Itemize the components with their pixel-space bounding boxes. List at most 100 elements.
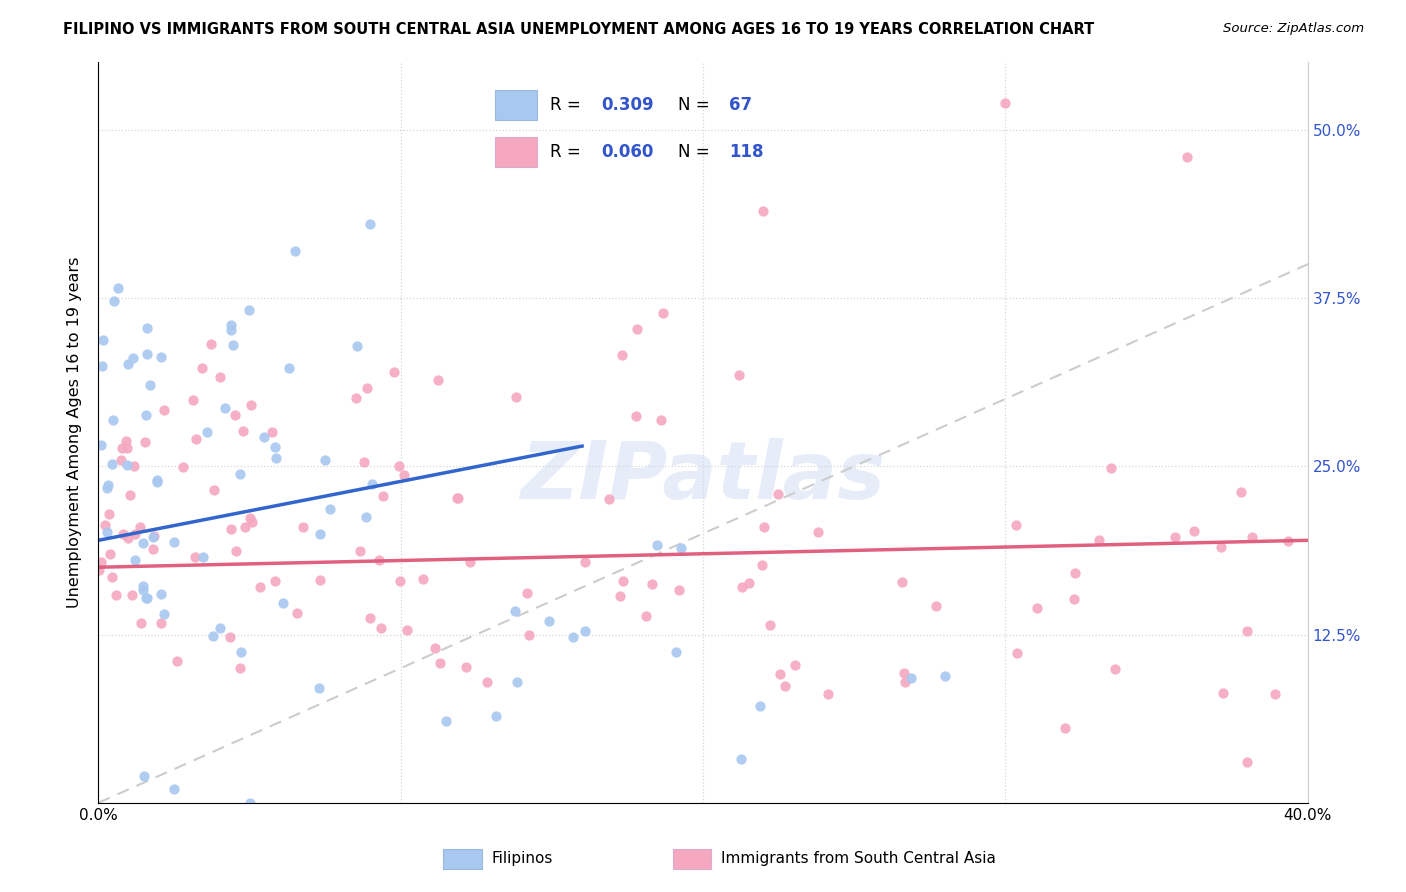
Point: [90, 555, 112, 569]
Point: [181, 392, 204, 407]
Point: [1182, 524, 1205, 538]
Text: Source: ZipAtlas.com: Source: ZipAtlas.com: [1223, 22, 1364, 36]
Point: [359, 611, 381, 625]
Point: [149, 615, 172, 630]
Point: [90, 438, 112, 452]
Point: [225, 544, 247, 558]
Point: [994, 95, 1017, 110]
Point: [1053, 721, 1076, 735]
Point: [893, 666, 915, 681]
Point: [239, 511, 262, 525]
Point: [115, 441, 138, 455]
Point: [346, 339, 368, 353]
Point: [309, 573, 332, 587]
Point: [1004, 517, 1026, 532]
Point: [1064, 566, 1087, 580]
Point: [87, 563, 110, 577]
Point: [115, 458, 138, 473]
Point: [142, 530, 165, 544]
Point: [136, 591, 159, 605]
Point: [349, 543, 371, 558]
Point: [292, 520, 315, 534]
FancyBboxPatch shape: [672, 848, 711, 870]
Point: [412, 572, 434, 586]
Point: [139, 377, 162, 392]
Point: [97, 478, 120, 492]
Point: [610, 348, 633, 362]
Point: [925, 599, 948, 613]
Point: [485, 708, 508, 723]
Point: [136, 346, 159, 360]
Point: [429, 656, 451, 670]
Point: [353, 455, 375, 469]
FancyBboxPatch shape: [443, 848, 482, 870]
Point: [101, 413, 124, 427]
Point: [934, 668, 956, 682]
Point: [1230, 484, 1253, 499]
Point: [624, 409, 647, 423]
Point: [120, 488, 142, 502]
Point: [221, 323, 243, 337]
Point: [186, 432, 208, 446]
Point: [371, 489, 394, 503]
Point: [1088, 533, 1111, 547]
Point: [110, 453, 132, 467]
Point: [1236, 624, 1258, 639]
Point: [240, 398, 263, 412]
Point: [253, 430, 276, 444]
Point: [1005, 646, 1028, 660]
Point: [427, 373, 450, 387]
Point: [1212, 686, 1234, 700]
Point: [172, 460, 194, 475]
Point: [561, 631, 583, 645]
Point: [232, 425, 254, 439]
Point: [146, 475, 169, 489]
Point: [894, 674, 917, 689]
Point: [367, 552, 389, 566]
Point: [752, 203, 775, 218]
Point: [240, 515, 263, 529]
Point: [122, 351, 145, 366]
Point: [98, 547, 121, 561]
Y-axis label: Unemployment Among Ages 16 to 19 years: Unemployment Among Ages 16 to 19 years: [67, 257, 83, 608]
Point: [505, 391, 527, 405]
Point: [91, 333, 114, 347]
Point: [309, 527, 332, 541]
Point: [132, 582, 155, 597]
Point: [229, 645, 252, 659]
Point: [117, 357, 139, 371]
Point: [191, 360, 214, 375]
Point: [166, 655, 188, 669]
Point: [150, 350, 173, 364]
Point: [665, 645, 688, 659]
Point: [90, 359, 112, 374]
Point: [785, 658, 807, 673]
Point: [1175, 150, 1198, 164]
Point: [122, 459, 145, 474]
Point: [817, 687, 839, 701]
Point: [447, 491, 470, 506]
Point: [503, 604, 526, 618]
Point: [229, 467, 252, 481]
Point: [671, 541, 693, 556]
Point: [1241, 530, 1264, 544]
Point: [101, 457, 124, 471]
Point: [516, 586, 538, 600]
Point: [105, 588, 128, 602]
Point: [142, 529, 165, 543]
Point: [277, 360, 299, 375]
Point: [1209, 540, 1232, 554]
Point: [423, 641, 446, 656]
Point: [266, 451, 288, 466]
Point: [1164, 530, 1187, 544]
Point: [769, 667, 792, 681]
Point: [517, 628, 540, 642]
Point: [1104, 662, 1126, 676]
Point: [111, 526, 134, 541]
Point: [574, 624, 596, 639]
Point: [574, 555, 596, 569]
Point: [124, 553, 146, 567]
Point: [117, 531, 139, 545]
Point: [110, 441, 132, 455]
Point: [314, 453, 336, 467]
